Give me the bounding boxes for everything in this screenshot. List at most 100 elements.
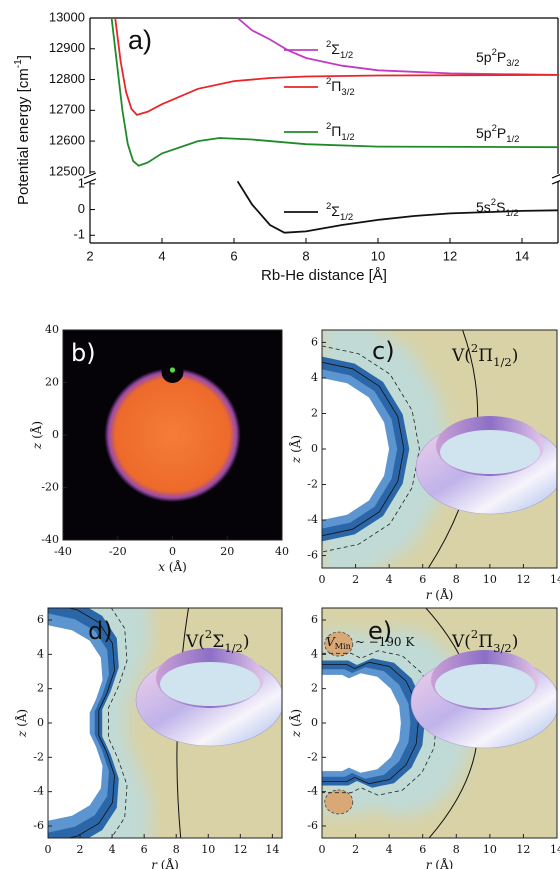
x-tick-label: 0 [319, 573, 326, 586]
text-segment: V( [185, 632, 205, 652]
panel-label: d) [88, 617, 113, 645]
text-segment: (Å) [165, 559, 187, 574]
x-tick-label: 10 [483, 843, 497, 856]
y-tick-label: 40 [45, 323, 59, 336]
x-tick-label: -40 [54, 545, 72, 558]
text-segment: (Å) [431, 587, 453, 602]
x-tick-label: 14 [515, 248, 529, 263]
x-axis-label: r (Å) [426, 857, 454, 869]
state-label: 5p2P1/2 [476, 123, 519, 145]
y-tick-label: 6 [311, 335, 318, 348]
text-segment: Σ [212, 632, 224, 652]
text-segment: 5p [476, 125, 492, 141]
y-tick-label: 0 [311, 716, 318, 729]
text-segment: r [426, 588, 433, 602]
x-tick-label: 12 [516, 843, 530, 856]
x-tick-label: 12 [443, 248, 457, 263]
text-segment: (Å) [288, 435, 303, 457]
potential-label: V(2Π1/2) [451, 341, 518, 369]
x-tick-label: 6 [419, 843, 426, 856]
legend-label: 2Σ1/2 [326, 39, 353, 61]
potential-label: V(2Σ1/2) [185, 627, 250, 655]
repulsive-core [322, 378, 390, 520]
y-tick-label: -1 [73, 227, 85, 242]
x-tick-label: 8 [453, 843, 460, 856]
x-tick-label: 6 [230, 248, 237, 263]
text-segment: Σ [331, 203, 340, 219]
text-segment: 3/2 [493, 641, 512, 655]
y-axis-label: z (Å) [288, 435, 303, 464]
text-segment: r [151, 858, 158, 869]
axis-line [551, 174, 560, 179]
text-segment: (Å) [14, 709, 29, 731]
y-tick-label: -2 [33, 750, 44, 763]
x-tick-label: 2 [77, 843, 84, 856]
text-segment: 1/2 [224, 641, 243, 655]
text-segment: (Å) [157, 857, 179, 869]
series-line [236, 180, 558, 234]
y-tick-label: 6 [311, 613, 318, 626]
y-tick-label: 12500 [49, 163, 85, 178]
text-segment: 1/2 [340, 50, 353, 61]
state-label: 5s2S1/2 [476, 197, 519, 219]
x-tick-label: 0 [45, 843, 52, 856]
y-tick-label: -20 [41, 481, 59, 494]
legend-label: 2Π1/2 [326, 121, 355, 143]
y-tick-label: -40 [41, 533, 59, 546]
x-tick-label: 0 [319, 843, 326, 856]
x-tick-label: 8 [302, 248, 309, 263]
text-segment: ) [243, 632, 250, 652]
y-tick-label: 12900 [49, 40, 85, 55]
inset-hole [440, 430, 540, 474]
y-tick-label: 2 [311, 406, 318, 419]
plot-area [48, 608, 282, 838]
potential-minimum [324, 631, 354, 657]
text-segment: 2 [326, 201, 331, 212]
text-segment: Π [331, 123, 341, 139]
y-tick-label: 2 [311, 682, 318, 695]
x-tick-label: 12 [516, 573, 530, 586]
text-segment: (Å) [431, 857, 453, 869]
text-segment: 2 [492, 47, 497, 58]
x-tick-label: 6 [419, 573, 426, 586]
text-segment: 3/2 [341, 87, 354, 98]
text-segment: 1/2 [506, 134, 519, 145]
text-segment: V( [451, 632, 471, 652]
axis-line [83, 172, 97, 179]
text-segment: S [496, 199, 505, 215]
series-line [114, 18, 558, 116]
y-axis-label: z (Å) [288, 709, 303, 738]
y-tick-label: -4 [307, 785, 318, 798]
y-tick-label: -2 [307, 750, 318, 763]
text-segment: ) [512, 346, 519, 366]
legend-label: 2Σ1/2 [326, 201, 353, 223]
text-segment: P [497, 49, 506, 65]
panel-label: e) [368, 617, 392, 645]
text-segment: 5p [476, 49, 492, 65]
x-tick-label: 8 [173, 843, 180, 856]
axis-line [83, 178, 97, 185]
plot-area [322, 330, 557, 568]
y-tick-label: 6 [37, 613, 44, 626]
y-tick-label: 0 [78, 201, 85, 216]
x-tick-label: -20 [109, 545, 127, 558]
text-segment: V [326, 635, 336, 649]
text-segment: x [158, 560, 165, 574]
text-segment: z [289, 730, 303, 738]
plot-area [322, 608, 557, 838]
x-tick-label: 4 [386, 843, 393, 856]
contour-line [322, 661, 419, 785]
text-segment: 2 [326, 76, 331, 87]
text-segment: Σ [331, 41, 340, 57]
y-tick-label: -6 [33, 819, 44, 832]
x-tick-label: 4 [109, 843, 116, 856]
rb-atom [169, 367, 176, 373]
panel-label: c) [372, 337, 395, 365]
text-segment: z [15, 730, 29, 738]
text-segment: (Å) [29, 421, 44, 443]
x-tick-label: 2 [352, 573, 359, 586]
y-tick-label: -4 [307, 513, 318, 526]
y-tick-label: -6 [307, 819, 318, 832]
